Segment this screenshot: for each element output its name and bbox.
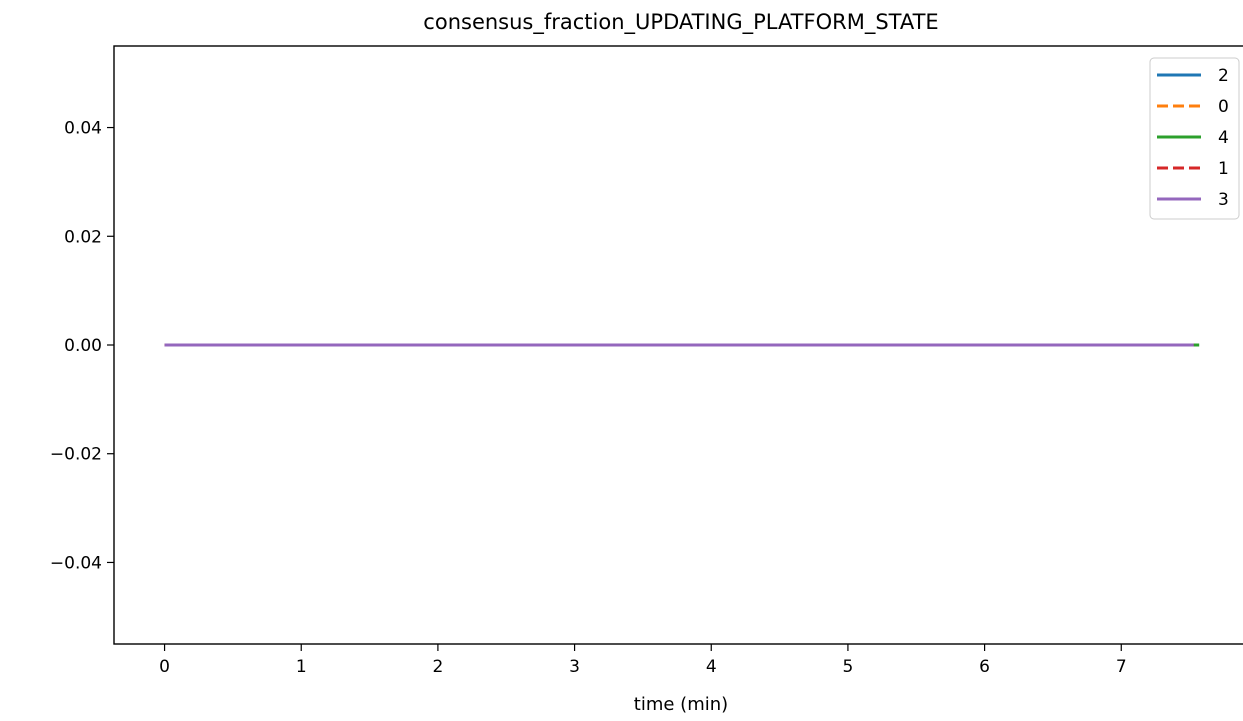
y-tick-label: −0.02	[50, 445, 102, 465]
legend-label: 3	[1218, 190, 1229, 210]
legend-label: 4	[1218, 128, 1229, 148]
legend-label: 0	[1218, 97, 1229, 117]
x-tick-label: 0	[159, 657, 170, 677]
y-tick-label: 0.00	[64, 336, 102, 356]
x-axis-label: time (min)	[634, 694, 728, 715]
x-axis: 0 1 2 3 4 5 6 7	[159, 644, 1127, 677]
x-tick-label: 5	[843, 657, 854, 677]
x-tick-label: 4	[706, 657, 717, 677]
y-axis: 0.04 0.02 0.00 −0.02 −0.04	[50, 119, 114, 573]
chart-title: consensus_fraction_UPDATING_PLATFORM_STA…	[423, 10, 938, 35]
legend-label: 2	[1218, 66, 1229, 86]
y-tick-label: 0.04	[64, 119, 102, 139]
y-tick-label: 0.02	[64, 227, 102, 247]
x-tick-label: 2	[432, 657, 443, 677]
legend-label: 1	[1218, 159, 1229, 179]
x-tick-label: 7	[1116, 657, 1127, 677]
x-tick-label: 1	[296, 657, 307, 677]
y-tick-label: −0.04	[50, 553, 102, 573]
legend: 2 0 4 1 3	[1149, 57, 1240, 220]
x-tick-label: 6	[979, 657, 990, 677]
x-tick-label: 3	[569, 657, 580, 677]
